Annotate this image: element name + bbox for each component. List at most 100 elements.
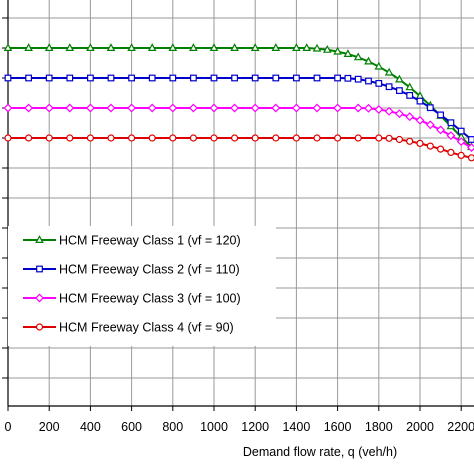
data-point-diamond xyxy=(436,125,446,135)
legend-label: HCM Freeway Class 4 (vf = 90) xyxy=(59,321,234,335)
data-point-square xyxy=(426,104,434,112)
data-point-diamond xyxy=(374,105,384,114)
data-point-diamond xyxy=(106,103,116,113)
data-point-triangle xyxy=(395,74,404,83)
data-point-diamond xyxy=(425,120,435,130)
data-point-square xyxy=(231,74,239,82)
data-point-square xyxy=(148,74,156,82)
legend-item-2: HCM Freeway Class 2 (vf = 110) xyxy=(23,263,240,277)
data-point-square xyxy=(344,74,352,82)
data-point-square xyxy=(4,74,12,82)
series-1 xyxy=(3,43,474,150)
data-point-circle xyxy=(334,134,342,142)
data-point-triangle xyxy=(353,52,363,61)
data-point-circle xyxy=(292,134,300,142)
data-point-triangle xyxy=(35,235,44,243)
data-point-square xyxy=(107,74,115,82)
data-point-circle xyxy=(107,134,115,142)
series-line xyxy=(8,107,474,151)
data-point-circle xyxy=(395,135,403,144)
data-point-diamond xyxy=(168,103,178,113)
data-point-diamond xyxy=(364,103,373,113)
x-tick-label: 0 xyxy=(5,420,12,434)
data-point-square xyxy=(169,74,177,82)
x-tick-label: 1200 xyxy=(241,420,269,434)
data-point-square xyxy=(190,74,197,82)
data-point-square xyxy=(375,79,383,87)
data-point-square xyxy=(66,74,74,82)
data-point-diamond xyxy=(127,103,137,113)
legend-label: HCM Freeway Class 3 (vf = 100) xyxy=(59,292,241,306)
data-point-circle xyxy=(406,137,414,145)
data-point-square xyxy=(36,265,43,273)
data-point-circle xyxy=(416,139,424,147)
x-tick-label: 1600 xyxy=(324,420,352,434)
data-point-square xyxy=(45,74,53,82)
data-point-circle xyxy=(169,134,177,142)
data-point-circle xyxy=(385,134,393,142)
data-point-square xyxy=(406,91,414,99)
data-point-circle xyxy=(251,134,259,142)
x-tick-label: 1000 xyxy=(200,420,228,434)
data-point-triangle xyxy=(250,43,260,52)
data-point-square xyxy=(354,75,362,83)
data-point-circle xyxy=(457,151,465,159)
legend-label: HCM Freeway Class 2 (vf = 110) xyxy=(59,263,240,277)
data-point-diamond xyxy=(85,103,95,113)
legend-label: HCM Freeway Class 1 (vf = 120) xyxy=(59,234,241,248)
data-point-diamond xyxy=(384,106,394,116)
x-tick-label: 600 xyxy=(121,420,142,434)
data-point-triangle xyxy=(127,43,136,52)
data-point-circle xyxy=(86,134,95,142)
data-point-triangle xyxy=(405,82,415,91)
data-point-circle xyxy=(272,134,280,142)
data-point-circle xyxy=(4,134,12,142)
legend: HCM Freeway Class 1 (vf = 120) HCM Freewa… xyxy=(8,226,276,346)
x-tick-label: 2000 xyxy=(406,420,434,434)
data-point-circle xyxy=(426,142,434,150)
data-point-square xyxy=(293,74,300,82)
x-tick-label: 800 xyxy=(162,420,183,434)
series-4 xyxy=(4,134,474,162)
data-point-triangle xyxy=(302,43,312,52)
data-point-triangle xyxy=(168,43,178,52)
series-layer xyxy=(3,43,474,162)
data-point-triangle xyxy=(24,43,33,52)
data-point-square xyxy=(447,119,455,127)
data-point-square xyxy=(272,74,280,82)
data-point-circle xyxy=(25,134,33,142)
data-point-circle xyxy=(148,134,156,142)
data-point-square xyxy=(437,111,444,119)
data-point-circle xyxy=(35,323,44,331)
data-point-diamond xyxy=(353,103,363,113)
data-point-triangle xyxy=(374,61,384,70)
data-point-circle xyxy=(231,134,239,142)
x-tick-label: 400 xyxy=(80,420,101,434)
x-tick-label: 200 xyxy=(39,420,60,434)
x-tick-label: 1400 xyxy=(282,420,310,434)
data-point-square xyxy=(396,87,403,95)
axes xyxy=(2,0,474,411)
data-point-triangle xyxy=(3,43,13,52)
data-point-diamond xyxy=(405,112,415,122)
data-point-triangle xyxy=(312,43,322,52)
data-point-square xyxy=(210,74,218,82)
data-point-circle xyxy=(210,134,218,142)
data-point-diamond xyxy=(312,103,322,113)
data-point-diamond xyxy=(24,103,34,113)
legend-item-3: HCM Freeway Class 3 (vf = 100) xyxy=(23,292,241,306)
data-point-circle xyxy=(66,134,74,142)
data-point-square xyxy=(416,97,424,105)
x-tick-label: 1800 xyxy=(365,420,393,434)
series-line xyxy=(8,137,474,160)
data-point-circle xyxy=(375,134,383,142)
data-point-triangle xyxy=(292,43,301,52)
x-axis-label: Demand flow rate, q (veh/h) xyxy=(243,445,397,459)
data-point-square xyxy=(25,74,32,82)
legend-item-1: HCM Freeway Class 1 (vf = 120) xyxy=(23,234,241,248)
data-point-diamond xyxy=(44,103,54,113)
data-point-diamond xyxy=(3,103,13,113)
x-tick-label: 2200 xyxy=(447,420,474,434)
data-point-diamond xyxy=(250,103,260,113)
data-point-diamond xyxy=(230,103,240,113)
